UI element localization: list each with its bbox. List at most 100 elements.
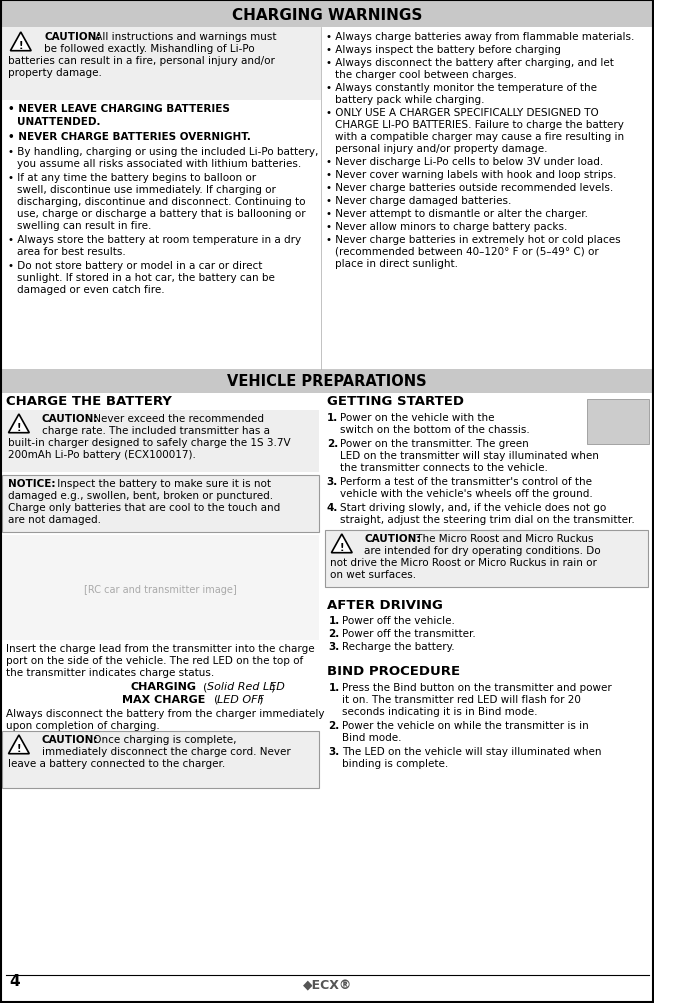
Text: the transmitter indicates charge status.: the transmitter indicates charge status. [6,667,214,677]
Text: immediately disconnect the charge cord. Never: immediately disconnect the charge cord. … [42,746,290,756]
Text: • Always inspect the battery before charging: • Always inspect the battery before char… [326,45,561,55]
Text: (: ( [213,694,218,704]
Text: VEHICLE PREPARATIONS: VEHICLE PREPARATIONS [227,374,427,389]
Text: (: ( [203,681,208,691]
Text: 3.: 3. [328,641,340,651]
Text: • Never discharge Li-Po cells to below 3V under load.: • Never discharge Li-Po cells to below 3… [326,156,603,166]
Text: 3.: 3. [328,746,340,756]
Text: upon completion of charging.: upon completion of charging. [6,720,159,730]
Text: Once charging is complete,: Once charging is complete, [89,734,236,744]
Text: NOTICE:: NOTICE: [8,478,55,488]
Text: not drive the Micro Roost or Micro Ruckus in rain or: not drive the Micro Roost or Micro Rucku… [331,558,597,568]
Text: it on. The transmitter red LED will flash for 20: it on. The transmitter red LED will flas… [342,694,581,704]
Text: sunlight. If stored in a hot car, the battery can be: sunlight. If stored in a hot car, the ba… [17,273,275,283]
Text: the charger cool between charges.: the charger cool between charges. [335,70,517,80]
Text: seconds indicating it is in Bind mode.: seconds indicating it is in Bind mode. [342,706,537,716]
Text: BIND PROCEDURE: BIND PROCEDURE [326,664,460,677]
Text: CAUTION:: CAUTION: [42,413,98,423]
Text: LED OFF: LED OFF [218,694,264,704]
Text: Press the Bind button on the transmitter and power: Press the Bind button on the transmitter… [342,682,611,692]
Text: CAUTION:: CAUTION: [44,32,101,42]
Text: CHARGING WARNINGS: CHARGING WARNINGS [232,7,422,22]
Text: The Micro Roost and Micro Ruckus: The Micro Roost and Micro Ruckus [412,534,593,544]
Text: The LED on the vehicle will stay illuminated when: The LED on the vehicle will stay illumin… [342,746,602,756]
Text: UNATTENDED.: UNATTENDED. [17,117,100,126]
Text: Perform a test of the transmitter's control of the: Perform a test of the transmitter's cont… [340,476,592,486]
Text: CHARGE LI-PO BATTERIES. Failure to charge the battery: CHARGE LI-PO BATTERIES. Failure to charg… [335,120,624,129]
Polygon shape [10,33,31,51]
Text: you assume all risks associated with lithium batteries.: you assume all risks associated with lit… [17,158,301,169]
Text: AFTER DRIVING: AFTER DRIVING [326,599,443,612]
Text: personal injury and/or property damage.: personal injury and/or property damage. [335,143,547,153]
Text: 2.: 2. [328,720,340,730]
Text: Power off the vehicle.: Power off the vehicle. [342,616,455,626]
Text: CHARGING: CHARGING [130,681,197,691]
Text: • Never allow minors to charge battery packs.: • Never allow minors to charge battery p… [326,222,567,232]
FancyBboxPatch shape [2,2,652,28]
Polygon shape [331,535,352,553]
Text: with a compatible charger may cause a fire resulting in: with a compatible charger may cause a fi… [335,131,624,141]
Text: ◆ECX®: ◆ECX® [302,979,352,992]
Text: built-in charger designed to safely charge the 1S 3.7V: built-in charger designed to safely char… [8,437,290,447]
Text: battery pack while charging.: battery pack while charging. [335,95,484,105]
Text: Inspect the battery to make sure it is not: Inspect the battery to make sure it is n… [54,478,271,488]
Text: • NEVER CHARGE BATTERIES OVERNIGHT.: • NEVER CHARGE BATTERIES OVERNIGHT. [8,131,250,141]
FancyBboxPatch shape [325,531,648,588]
Text: use, charge or discharge a battery that is ballooning or: use, charge or discharge a battery that … [17,209,306,219]
Text: switch on the bottom of the chassis.: switch on the bottom of the chassis. [340,424,529,434]
Text: !: ! [19,40,23,50]
Text: damaged e.g., swollen, bent, broken or punctured.: damaged e.g., swollen, bent, broken or p… [8,490,272,500]
Text: swell, discontinue use immediately. If charging or: swell, discontinue use immediately. If c… [17,185,276,195]
Text: Solid Red LED: Solid Red LED [207,681,285,691]
Text: Power the vehicle on while the transmitter is in: Power the vehicle on while the transmitt… [342,720,588,730]
Text: binding is complete.: binding is complete. [342,758,448,768]
Text: ): ) [270,681,274,691]
Text: Never exceed the recommended: Never exceed the recommended [89,413,264,423]
Text: charge rate. The included transmitter has a: charge rate. The included transmitter ha… [42,425,270,435]
Text: 3.: 3. [326,476,338,486]
Text: CAUTION:: CAUTION: [42,734,98,744]
Text: place in direct sunlight.: place in direct sunlight. [335,259,458,269]
Text: area for best results.: area for best results. [17,247,125,257]
Text: straight, adjust the steering trim dial on the transmitter.: straight, adjust the steering trim dial … [340,515,635,525]
FancyBboxPatch shape [2,28,321,101]
Text: • Always constantly monitor the temperature of the: • Always constantly monitor the temperat… [326,83,597,93]
Text: swelling can result in fire.: swelling can result in fire. [17,221,151,231]
Text: • Never attempt to dismantle or alter the charger.: • Never attempt to dismantle or alter th… [326,209,588,219]
FancyBboxPatch shape [587,399,649,444]
Text: 1.: 1. [328,682,340,692]
FancyBboxPatch shape [2,475,319,533]
Text: 2.: 2. [328,628,340,638]
Text: • Never charge batteries outside recommended levels.: • Never charge batteries outside recomme… [326,183,613,193]
Text: !: ! [17,422,21,432]
Text: • NEVER LEAVE CHARGING BATTERIES: • NEVER LEAVE CHARGING BATTERIES [8,104,229,114]
Text: on wet surfaces.: on wet surfaces. [331,570,416,580]
Text: LED on the transmitter will stay illuminated when: LED on the transmitter will stay illumin… [340,450,599,460]
Text: !: ! [340,542,344,552]
Text: 1.: 1. [328,616,340,626]
FancyBboxPatch shape [2,410,319,472]
Text: !: ! [17,743,21,753]
Text: [RC car and transmitter image]: [RC car and transmitter image] [84,585,237,595]
Text: 1.: 1. [326,412,338,422]
Text: • If at any time the battery begins to balloon or: • If at any time the battery begins to b… [8,173,256,183]
Text: • Never charge damaged batteries.: • Never charge damaged batteries. [326,196,511,206]
Polygon shape [8,414,29,433]
Text: 2.: 2. [326,438,338,448]
Text: Power on the transmitter. The green: Power on the transmitter. The green [340,438,529,448]
Text: Bind mode.: Bind mode. [342,732,401,742]
Text: (recommended between 40–120° F or (5–49° C) or: (recommended between 40–120° F or (5–49°… [335,247,599,257]
FancyBboxPatch shape [2,370,652,393]
Text: vehicle with the vehicle's wheels off the ground.: vehicle with the vehicle's wheels off th… [340,488,593,498]
Text: • Always disconnect the battery after charging, and let: • Always disconnect the battery after ch… [326,58,613,68]
Text: damaged or even catch fire.: damaged or even catch fire. [17,285,165,295]
Text: • ONLY USE A CHARGER SPECIFICALLY DESIGNED TO: • ONLY USE A CHARGER SPECIFICALLY DESIGN… [326,108,599,118]
Text: • Do not store battery or model in a car or direct: • Do not store battery or model in a car… [8,261,262,271]
Text: 4: 4 [10,974,20,989]
Text: • Never cover warning labels with hook and loop strips.: • Never cover warning labels with hook a… [326,170,616,180]
Text: are intended for dry operating conditions. Do: are intended for dry operating condition… [365,546,601,556]
Text: Always disconnect the battery from the charger immediately: Always disconnect the battery from the c… [6,708,324,718]
Text: Charge only batteries that are cool to the touch and: Charge only batteries that are cool to t… [8,503,280,513]
Text: All instructions and warnings must: All instructions and warnings must [91,32,276,42]
Text: Start driving slowly, and, if the vehicle does not go: Start driving slowly, and, if the vehicl… [340,503,606,513]
